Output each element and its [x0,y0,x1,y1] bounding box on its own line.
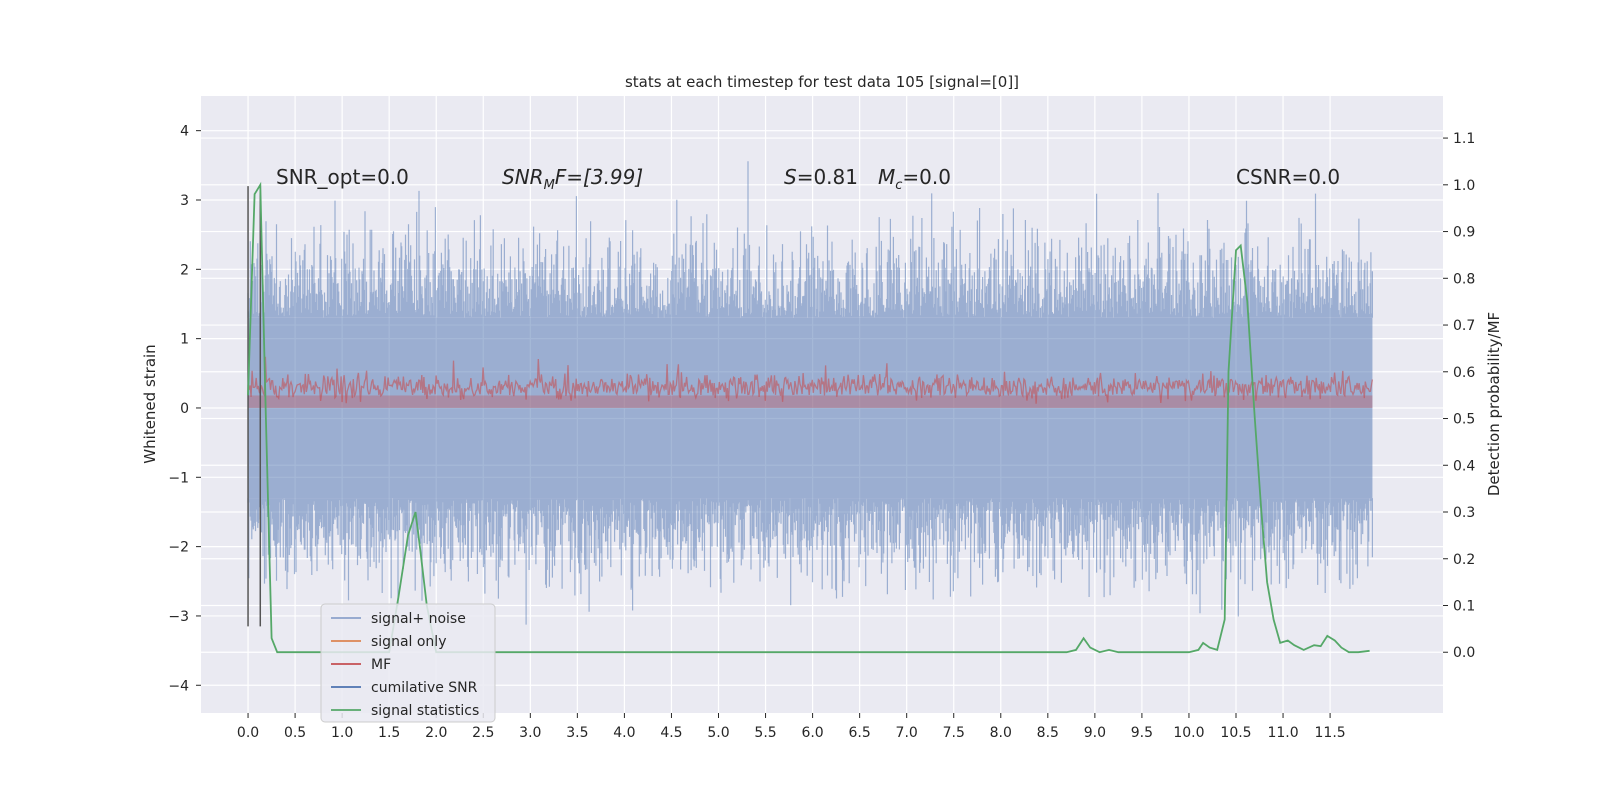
x-tick-label: 0.5 [284,725,306,741]
x-tick-label: 6.5 [849,725,871,741]
x-tick-label: 10.0 [1173,725,1204,741]
legend-box [320,603,496,723]
y-tick-label: 3 [180,193,189,209]
annotation-mc: Mc=0.0 [878,165,951,193]
y2-tick-label: 0.0 [1453,645,1475,661]
y2-tick-label: 0.5 [1453,412,1475,428]
x-tick-label: 2.0 [425,725,447,741]
legend-label: signal+ noise [371,611,466,627]
y-tick-label: −3 [168,609,189,625]
y2-tick-label: 0.7 [1453,318,1475,334]
x-tick-label: 9.5 [1131,725,1153,741]
x-tick-label: 8.5 [1037,725,1059,741]
ticks: 0.0 0.5 1.0 1.5 2.0 2.5 3.0 3.5 4.0 4.5 5.0 5.5 6.0 6… [168,124,1475,741]
x-tick-label: 1.5 [378,725,400,741]
y-tick-label: 0 [180,401,189,417]
x-tick-label: 5.0 [707,725,729,741]
legend-label: MF [371,657,391,673]
x-tick-label: 4.0 [613,725,635,741]
x-tick-label: 0.0 [237,725,259,741]
y2-tick-label: 0.1 [1453,598,1475,614]
x-tick-label: 9.0 [1084,725,1106,741]
x-tick-label: 2.5 [472,725,494,741]
y2-tick-label: 0.8 [1453,271,1475,287]
y-tick-label: −1 [168,470,189,486]
x-tick-label: 11.5 [1315,725,1346,741]
x-tick-label: 4.5 [660,725,682,741]
mf-trace [247,356,1374,404]
y-tick-label: 2 [180,262,189,278]
data-layer [247,161,1374,654]
x-tick-label: 7.5 [943,725,965,741]
y-tick-label: 1 [180,332,189,348]
legend-label: cumilative SNR [371,680,478,696]
x-tick-label: 3.5 [566,725,588,741]
signal-noise-band [248,317,1373,499]
legend-label: signal statistics [371,703,479,719]
annotation-s: S=0.81 [784,165,858,189]
annotation-csnr: CSNR=0.0 [1236,165,1340,189]
mf-band-fill [248,395,1373,408]
y-axis-label: Whitened strain [141,344,159,463]
legend: signal+ noise signal only MF cumilative SNR… [320,603,496,723]
y2-tick-label: 0.9 [1453,225,1475,241]
y-tick-label: −4 [168,678,189,694]
y2-tick-label: 1.1 [1453,131,1475,147]
y2-tick-label: 0.2 [1453,552,1475,568]
x-tick-label: 6.0 [801,725,823,741]
annotation-snr-mf: SNRMF=[3.99] [502,165,643,193]
x-tick-label: 8.0 [990,725,1012,741]
annotation-snr-opt: SNR_opt=0.0 [276,165,409,189]
x-tick-label: 1.0 [331,725,353,741]
signal-statistics-line [247,181,1370,654]
chart-title: stats at each timestep for test data 105… [625,73,1019,91]
x-tick-label: 11.0 [1267,725,1298,741]
y-tick-label: 4 [180,124,189,140]
y2-tick-label: 0.4 [1453,458,1475,474]
x-tick-label: 3.0 [519,725,541,741]
y2-tick-label: 0.6 [1453,365,1475,381]
y2-tick-label: 1.0 [1453,178,1475,194]
y-tick-label: −2 [168,540,189,556]
y2-axis-label: Detection probability/MF [1485,312,1503,496]
y2-tick-label: 0.3 [1453,505,1475,521]
x-tick-label: 5.5 [754,725,776,741]
x-tick-label: 10.5 [1220,725,1251,741]
x-tick-label: 7.0 [896,725,918,741]
legend-label: signal only [371,634,446,650]
